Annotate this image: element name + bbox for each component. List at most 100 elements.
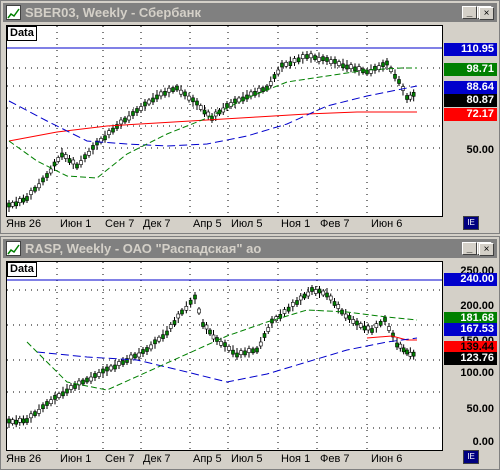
candle-body (243, 350, 247, 356)
candle-body (103, 135, 107, 141)
chart-settings-icon[interactable]: IE (463, 450, 479, 464)
candle-body (295, 300, 299, 305)
candle-body (7, 418, 11, 424)
candle-body (161, 334, 165, 339)
candle-body (280, 62, 284, 68)
candle-body (81, 379, 85, 385)
candle-body (225, 103, 229, 108)
candle-body (195, 100, 199, 106)
candle-body (405, 349, 409, 355)
y-tick-label: 0.00 (472, 436, 494, 448)
close-button[interactable]: × (479, 243, 494, 256)
candle-body (408, 352, 413, 357)
candle-body (377, 65, 381, 71)
candle-body (395, 342, 399, 348)
candle-body (341, 63, 345, 69)
moving-average-green (26, 309, 418, 391)
x-tick-label: Ноя 1 (281, 453, 311, 465)
candle-body (33, 411, 37, 416)
candle-body (202, 109, 207, 115)
candle-body (374, 323, 379, 328)
candle-body (151, 97, 155, 103)
candle-body (201, 322, 205, 327)
candle-body (261, 87, 265, 92)
candle-body (56, 157, 61, 162)
candle-body (179, 89, 183, 95)
candle-body (211, 334, 216, 340)
x-tick-label: Янв 26 (6, 218, 42, 230)
candle-body (302, 293, 307, 299)
candle-body (351, 319, 356, 324)
candle-body (95, 140, 99, 146)
price-badge: 80.87 (444, 94, 497, 107)
chart-settings-icon[interactable]: IE (463, 216, 479, 230)
candle-body (97, 372, 101, 377)
window-titlebar[interactable]: RASP, Weekly - ОАО "Распадская" ао _ □ (3, 239, 497, 258)
data-series-label: Data (7, 262, 37, 277)
candle-body (357, 66, 361, 71)
candle-body (378, 321, 383, 326)
minimize-button[interactable]: _ (462, 6, 477, 19)
candle-body (411, 351, 416, 357)
candle-body (14, 201, 18, 207)
moving-average-green (8, 67, 417, 179)
price-chart-plot[interactable] (6, 25, 443, 217)
close-button[interactable]: × (479, 7, 494, 20)
chart-window-rasp[interactable]: RASP, Weekly - ОАО "Распадская" ао _ □ ×… (0, 236, 500, 470)
candle-body (109, 365, 113, 371)
x-tick-label: Ноя 1 (281, 218, 311, 230)
candle-body (37, 409, 41, 414)
badge-value: 88.64 (466, 81, 494, 93)
candle-body (89, 376, 93, 382)
candle-body (101, 368, 105, 374)
candle-body (184, 306, 189, 311)
price-chart-plot[interactable] (6, 261, 443, 451)
candle-body (329, 59, 333, 65)
candle-body (343, 313, 348, 319)
x-tick-label: Апр 5 (193, 218, 222, 230)
candle-body (153, 339, 157, 345)
badge-value: 123.76 (460, 352, 494, 364)
x-tick-label: Апр 5 (193, 453, 222, 465)
x-tick-label: Июн 1 (60, 218, 92, 230)
candle-body (157, 336, 161, 342)
candle-body (411, 92, 416, 97)
candle-body (115, 124, 119, 129)
moving-average-red (366, 335, 417, 341)
candle-body (227, 346, 231, 351)
y-tick-label: 50.00 (466, 403, 494, 415)
candle-body (310, 287, 314, 292)
candle-body (73, 384, 77, 389)
badge-value: 181.68 (460, 312, 494, 324)
candle-body (381, 62, 385, 67)
price-chart-svg (7, 26, 442, 216)
candle-body (21, 197, 26, 203)
candle-body (127, 115, 131, 121)
candle-body (370, 328, 374, 333)
chart-window-sber[interactable]: SBER03, Weekly - Сбербанк _ □ × Data Янв… (0, 0, 500, 234)
badge-value: 98.71 (466, 63, 494, 75)
candle-body (305, 54, 309, 59)
window-titlebar[interactable]: SBER03, Weekly - Сбербанк _ □ (3, 3, 497, 22)
candle-body (298, 295, 303, 301)
candle-body (135, 108, 139, 113)
y-tick-label: 100.00 (460, 367, 494, 379)
candle-body (387, 326, 391, 331)
candle-body (67, 158, 72, 163)
candle-body (107, 130, 111, 135)
chart-window-icon (6, 241, 21, 256)
candle-body (143, 101, 147, 107)
candle-body (317, 288, 322, 294)
y-tick-label: 200.00 (460, 300, 494, 312)
candle-body (172, 320, 177, 325)
x-tick-label: Июн 6 (371, 453, 403, 465)
candle-body (29, 190, 33, 195)
candle-body (398, 343, 403, 349)
candle-body (197, 308, 201, 314)
candle-body (366, 325, 371, 331)
minimize-button[interactable]: _ (462, 242, 477, 255)
candle-body (237, 97, 241, 103)
badge-value: 72.17 (466, 108, 494, 120)
candle-body (129, 354, 133, 360)
candle-body (65, 388, 69, 394)
